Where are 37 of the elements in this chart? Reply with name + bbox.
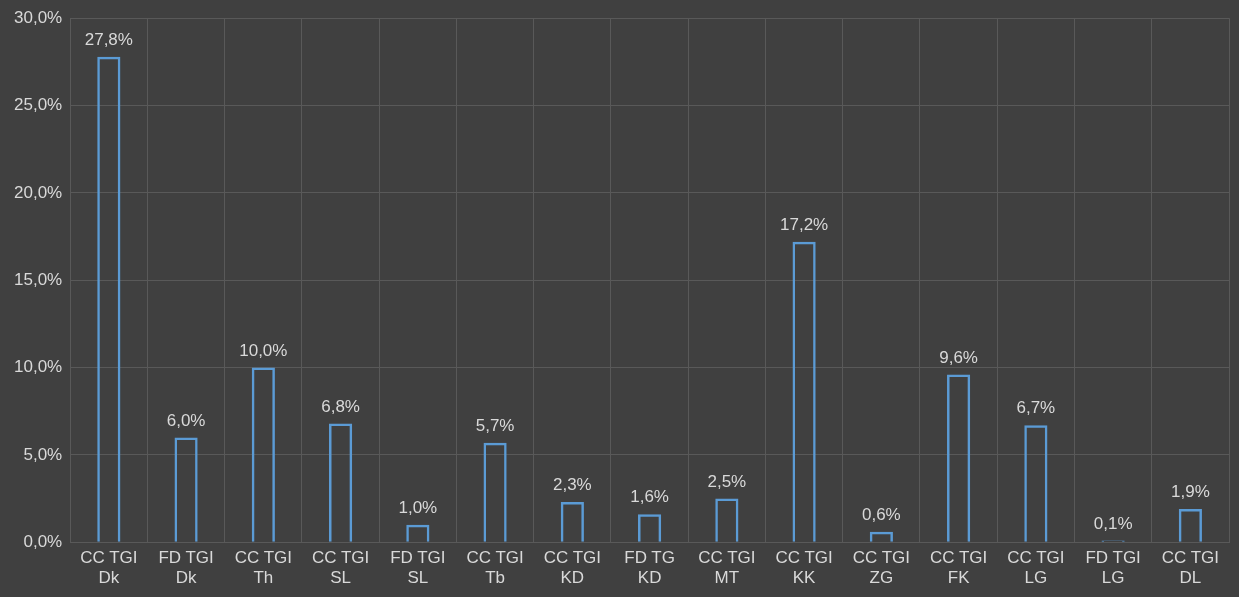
data-label: 9,6%	[939, 347, 978, 367]
y-tick-label: 15,0%	[14, 269, 63, 289]
y-tick-label: 0,0%	[23, 531, 63, 551]
data-label: 2,3%	[552, 475, 592, 495]
x-tick-label: CC TGI SL	[311, 548, 370, 588]
x-tick-label: CC TGI MT	[698, 548, 756, 588]
x-tick-label: CC TGI Th	[234, 548, 292, 588]
data-label: 10,0%	[239, 340, 288, 360]
data-label: 27,8%	[84, 29, 133, 49]
data-label: 6,7%	[1016, 398, 1056, 418]
x-tick-label: CC TGI Dk	[80, 548, 138, 588]
x-tick-label: CC TGI DL	[1161, 548, 1220, 588]
data-label: 1,0%	[398, 497, 438, 517]
x-tick-label: FD TG KD	[624, 548, 675, 588]
x-tick-label: FD TGI LG	[1085, 548, 1141, 588]
data-label: 6,8%	[321, 396, 360, 416]
x-tick-label: CC TGI ZG	[852, 548, 911, 588]
y-tick-label: 20,0%	[14, 182, 63, 202]
y-tick-label: 5,0%	[23, 444, 63, 464]
y-tick-label: 30,0%	[14, 7, 63, 27]
y-tick-label: 10,0%	[14, 357, 63, 377]
data-label: 6,0%	[166, 410, 206, 430]
data-label: 0,6%	[861, 504, 901, 524]
data-label: 17,2%	[780, 214, 829, 234]
data-label: 0,1%	[1093, 513, 1133, 533]
x-tick-label: CC TGI FK	[929, 548, 988, 588]
data-label: 1,6%	[630, 487, 669, 507]
data-label: 1,9%	[1171, 482, 1210, 502]
y-tick-label: 25,0%	[14, 95, 63, 115]
x-tick-label: CC TGI LG	[1007, 548, 1065, 588]
x-tick-label: FD TGI Dk	[158, 548, 214, 588]
data-label: 2,5%	[707, 471, 747, 491]
x-tick-label: CC TGI KK	[775, 548, 833, 588]
x-tick-label: FD TGI SL	[390, 548, 446, 588]
data-label: 5,7%	[475, 415, 515, 435]
x-tick-label: CC TGI KD	[543, 548, 601, 588]
x-tick-label: CC TGI Tb	[466, 548, 524, 588]
